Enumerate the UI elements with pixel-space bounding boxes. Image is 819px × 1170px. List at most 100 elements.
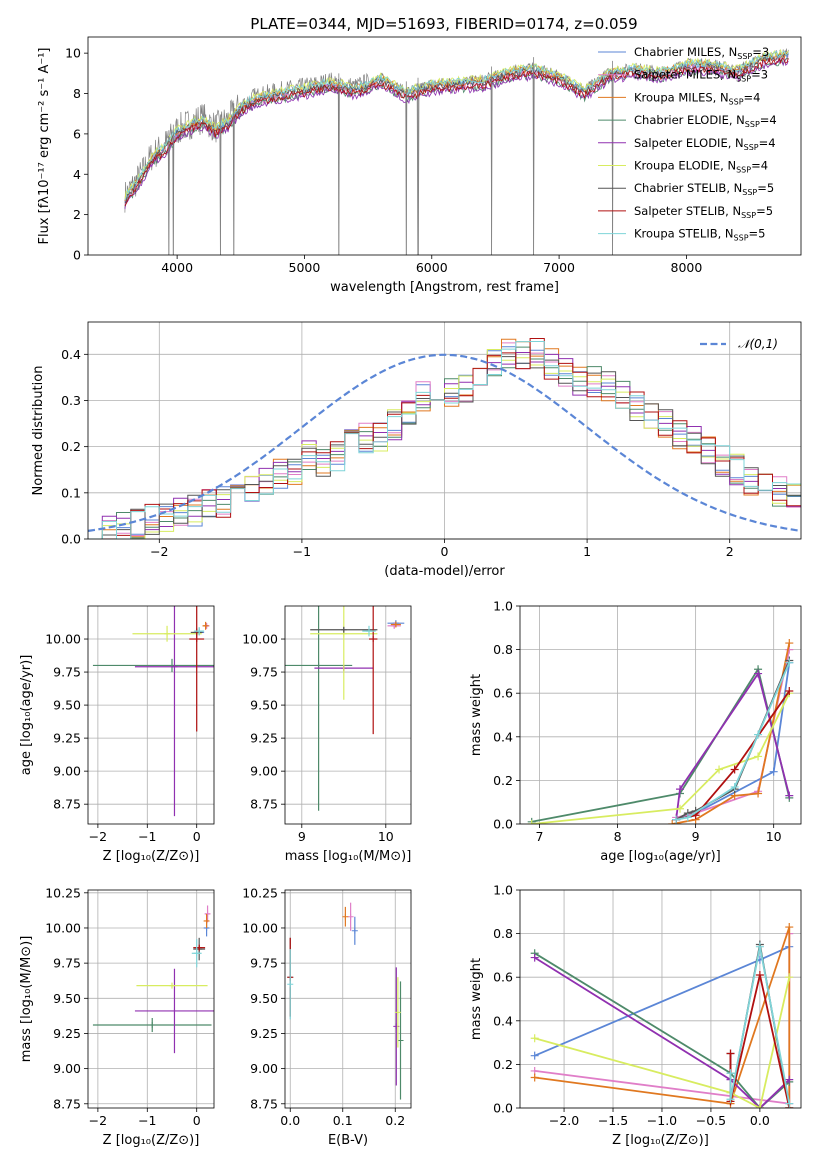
spectrum-panel: 4000 5000 6000 7000 8000 0 2 4 6 8 10 wavelength [A… xyxy=(37,36,802,295)
legend-entry: Chabrier MILES, NSSP=3 xyxy=(634,45,769,61)
mass_vs_ebv-frame xyxy=(284,889,412,1109)
mass_weight_vs_Z-ytick-label: 0.6 xyxy=(493,970,513,985)
mass_weight_vs_age-marker xyxy=(683,813,692,822)
mass_vs_ebv-panel: 0.0 0.1 0.2 8.75 9.00 9.25 9.50 9.75 10.00 10.25 E… xyxy=(242,885,412,1148)
residuals-ytick-label: 0.1 xyxy=(61,485,81,500)
mass_weight_vs_age-plot-area xyxy=(527,639,794,824)
age_vs_Z-plot-area xyxy=(92,606,214,817)
residuals-ytick-label: 0.3 xyxy=(61,393,81,408)
age_vs_Z-xtick-label: −1 xyxy=(138,829,156,844)
mass_vs_Z-xtick-label: −1 xyxy=(138,1113,156,1128)
mass_vs_ebv-xtick-label: 0.2 xyxy=(385,1113,405,1128)
mass_weight_vs_age-marker xyxy=(754,752,763,761)
age_vs_mass-frame xyxy=(284,605,412,825)
spectrum-xtick-label: 5000 xyxy=(289,260,321,275)
mass_vs_ebv-ytick-label: 9.00 xyxy=(250,1061,278,1076)
spectrum-xtick-label: 6000 xyxy=(416,260,448,275)
mass_weight_vs_age-marker xyxy=(785,687,794,696)
mass_weight_vs_Z-marker xyxy=(726,1069,735,1078)
mass_vs_ebv-ytick-label: 10.25 xyxy=(242,885,278,900)
mass_weight_vs_Z-marker xyxy=(530,953,539,962)
residuals-xlabel: (data-model)/error xyxy=(384,564,505,579)
mass_weight_vs_age-xtick-label: 10 xyxy=(766,829,782,844)
mass_vs_Z-ytick-label: 9.00 xyxy=(53,1061,81,1076)
mass_weight_vs_Z-marker xyxy=(755,942,764,951)
mass_weight_vs_Z-marker xyxy=(530,1034,539,1043)
mass_vs_ebv-grid xyxy=(285,890,411,1108)
residuals-ytick-label: 0.4 xyxy=(61,347,81,362)
mass_weight_vs_age-ytick-label: 0.6 xyxy=(493,686,513,701)
mass_weight_vs_age-marker xyxy=(769,767,778,776)
mass_vs_ebv-ytick-label: 9.75 xyxy=(250,956,278,971)
spectrum-xtick-label: 8000 xyxy=(671,260,703,275)
mass_weight_vs_age-ytick-label: 0.0 xyxy=(493,817,513,832)
spectrum-legend: Chabrier MILES, NSSP=3 Salpeter MILES, NS… xyxy=(598,45,777,243)
age_vs_mass-point xyxy=(315,662,322,669)
mass_weight_vs_age-ytick-label: 0.2 xyxy=(493,773,513,788)
mass_vs_Z-point xyxy=(204,910,211,917)
mass_vs_ebv-ytick-label: 9.25 xyxy=(250,1026,278,1041)
mass_vs_ebv-point xyxy=(347,913,354,920)
mass_vs_Z-grid xyxy=(88,890,214,1108)
age_vs_mass-ytick-label: 9.75 xyxy=(250,665,278,680)
spectrum-ytick-label: 0 xyxy=(73,248,81,263)
age_vs_Z-ytick-label: 9.50 xyxy=(53,698,81,713)
spectrum-ytick-label: 10 xyxy=(65,46,81,61)
legend-entry: Kroupa STELIB, NSSP=5 xyxy=(634,227,765,243)
age_vs_Z-point xyxy=(171,663,178,670)
age_vs_Z-frame xyxy=(87,605,215,825)
mass_weight_vs_Z-ytick-label: 0.8 xyxy=(493,926,513,941)
mass_weight_vs_age-marker xyxy=(730,782,739,791)
mass_weight_vs_Z-marker xyxy=(785,973,794,982)
mass_vs_ebv-ytick-label: 10.00 xyxy=(242,920,278,935)
mass_weight_vs_age-series-line xyxy=(675,671,791,820)
mass_weight_vs_age-marker xyxy=(754,669,763,678)
mass_weight_vs_age-marker xyxy=(672,815,681,824)
mass_vs_ebv-point xyxy=(351,927,358,934)
age_vs_mass-point xyxy=(340,626,347,633)
mass_weight_vs_age-ylabel: mass weight xyxy=(469,674,484,756)
age_vs_mass-grid xyxy=(285,606,411,824)
mass_weight_vs_age-xtick-label: 9 xyxy=(692,829,700,844)
mass_weight_vs_Z-marker xyxy=(530,1051,539,1060)
age_vs_mass-plot-area xyxy=(285,606,405,811)
age_vs_Z-point xyxy=(164,630,171,637)
legend-entry: Salpeter STELIB, NSSP=5 xyxy=(634,204,773,220)
mass_weight_vs_Z-series-line xyxy=(534,926,791,1108)
mass_vs_ebv-xtick-label: 0.0 xyxy=(280,1113,300,1128)
mass_weight_vs_Z-ylabel: mass weight xyxy=(469,958,484,1040)
mass_weight_vs_age-marker xyxy=(785,658,794,667)
age_vs_Z-xtick-label: 0 xyxy=(193,829,201,844)
spectrum-ytick-label: 4 xyxy=(73,167,81,182)
mass_vs_ebv-xlabel: E(B-V) xyxy=(328,1133,368,1148)
mass_weight_vs_age-xlabel: age [log₁₀(age/yr)] xyxy=(600,849,721,864)
age_vs_mass-point xyxy=(392,621,399,628)
mass_weight_vs_age-ytick-label: 0.4 xyxy=(493,729,513,744)
mass_weight_vs_age-frame xyxy=(519,605,802,825)
mass_weight_vs_age-marker xyxy=(754,789,763,798)
mass_weight_vs_age-xtick-label: 8 xyxy=(614,829,622,844)
mass_weight_vs_Z-xtick-label: −2.0 xyxy=(549,1113,579,1128)
age_vs_Z-ytick-label: 8.75 xyxy=(53,797,81,812)
mass_vs_Z-ytick-label: 9.75 xyxy=(53,956,81,971)
age_vs_Z-xlabel: Z [log₁₀(Z/Z⊙)] xyxy=(103,849,200,864)
mass_weight_vs_Z-marker xyxy=(785,1099,794,1108)
mass_weight_vs_age-series-line xyxy=(531,692,791,824)
mass_vs_Z-panel: −2 −1 0 8.75 9.00 9.25 9.50 9.75 10.00 10.25 Z [lo… xyxy=(19,885,215,1148)
age_vs_mass-xtick-label: 9 xyxy=(298,829,306,844)
residuals-xtick-label: 2 xyxy=(726,544,734,559)
legend-entry: Chabrier ELODIE, NSSP=4 xyxy=(634,113,777,129)
residuals-xtick-label: 0 xyxy=(441,544,449,559)
age_vs_mass-panel: 9 10 8.75 9.00 9.25 9.50 9.75 10.00 mass [log₁₀(… xyxy=(242,605,412,864)
normal-reference-curve xyxy=(88,353,801,532)
mass_vs_Z-point xyxy=(203,917,210,924)
mass_weight_vs_age-ytick-label: 1.0 xyxy=(493,599,513,614)
age_vs_mass-xtick-label: 10 xyxy=(378,829,394,844)
age_vs_Z-panel: −2 −1 0 8.75 9.00 9.25 9.50 9.75 10.00 Z [log₁₀(Z… xyxy=(19,605,215,864)
residuals-xtick-label: −1 xyxy=(293,544,311,559)
mass_vs_Z-ytick-label: 10.25 xyxy=(45,885,81,900)
mass_vs_Z-ytick-label: 8.75 xyxy=(53,1096,81,1111)
mass_vs_Z-ytick-label: 10.00 xyxy=(45,920,81,935)
spectrum-model-line xyxy=(124,57,789,207)
